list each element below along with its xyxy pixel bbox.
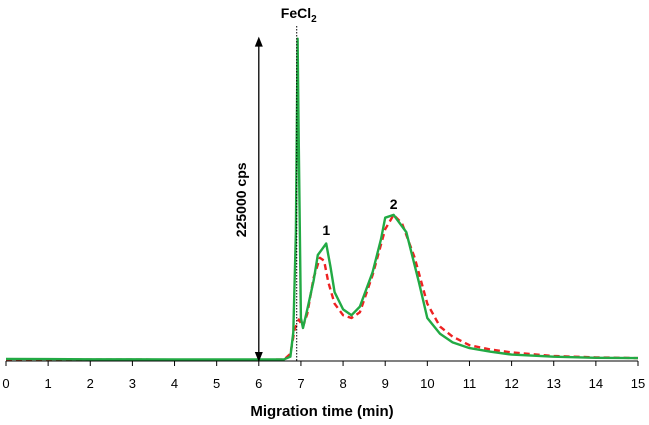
scale-bar-arrow-bottom: [254, 352, 263, 362]
solid-series-line: [5, 37, 639, 361]
fecl2-label-sub: 2: [311, 14, 317, 25]
x-tick-label: 13: [546, 376, 560, 391]
x-tick-label: 5: [213, 376, 220, 391]
x-tick-label: 15: [631, 376, 645, 391]
dashed-series-line: [5, 213, 639, 361]
x-axis-label: Migration time (min): [250, 403, 393, 420]
peak-1-label: 1: [322, 222, 330, 238]
x-tick-label: 3: [129, 376, 136, 391]
x-tick-label: 2: [87, 376, 94, 391]
fecl2-label-main: FeCl: [281, 5, 311, 21]
x-tick-label: 0: [2, 376, 9, 391]
x-tick-label: 6: [255, 376, 262, 391]
x-tick-label: 10: [420, 376, 434, 391]
series-solid: [5, 37, 639, 361]
x-tick-label: 4: [171, 376, 178, 391]
x-tick-label: 12: [504, 376, 518, 391]
x-tick-label: 14: [589, 376, 603, 391]
scale-bar-label: 225000 cps: [233, 162, 249, 237]
fecl2-label: FeCl2: [281, 5, 317, 25]
x-ticks: 0 1 2 3 4 5 6 7 8 9 10 11 12 13 14 15: [2, 361, 645, 391]
series-dashed: [5, 213, 639, 361]
peak-2-label: 2: [390, 196, 398, 212]
x-tick-label: 11: [463, 376, 477, 391]
x-tick-label: 9: [382, 376, 389, 391]
scale-bar-arrow-top: [254, 36, 263, 47]
x-tick-label: 8: [339, 376, 346, 391]
x-tick-label: 7: [297, 376, 304, 391]
x-tick-label: 1: [45, 376, 52, 391]
